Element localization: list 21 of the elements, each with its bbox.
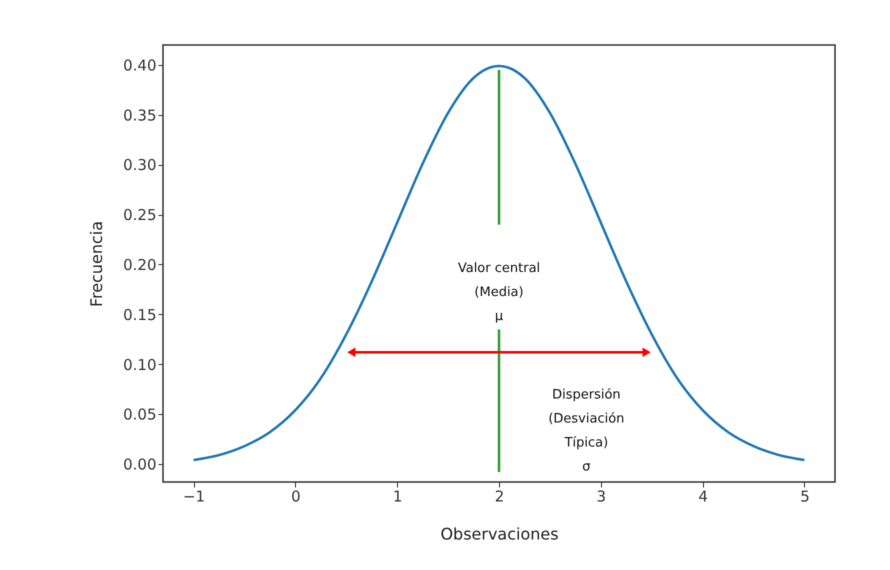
y-tick-label: 0.15: [123, 306, 156, 324]
y-tick-label: 0.05: [123, 406, 156, 424]
x-axis-title: Observaciones: [440, 524, 559, 544]
y-tick-label: 0.40: [123, 56, 156, 74]
x-tick-label: −1: [182, 488, 206, 506]
y-tick-label: 0.35: [123, 106, 156, 124]
x-tick-label: 4: [698, 488, 708, 506]
x-tick-label: 1: [392, 488, 402, 506]
x-tick-label: 5: [800, 488, 810, 506]
annotation: Dispersión (Desviación Típica) σ: [548, 388, 624, 475]
line-series: [192, 64, 806, 462]
x-tick-label: 0: [291, 488, 301, 506]
y-tick-label: 0.20: [123, 256, 156, 274]
y-axis-title: Frecuencia: [87, 220, 106, 308]
y-tick-label: 0.00: [123, 456, 156, 474]
x-tick-label: 2: [494, 488, 504, 506]
x-tick-label: 3: [596, 488, 606, 506]
y-tick-label: 0.30: [123, 156, 156, 174]
y-tick-label: 0.25: [123, 206, 156, 224]
annotation: Valor central (Media) μ: [458, 260, 540, 324]
y-tick-label: 0.10: [123, 356, 156, 374]
